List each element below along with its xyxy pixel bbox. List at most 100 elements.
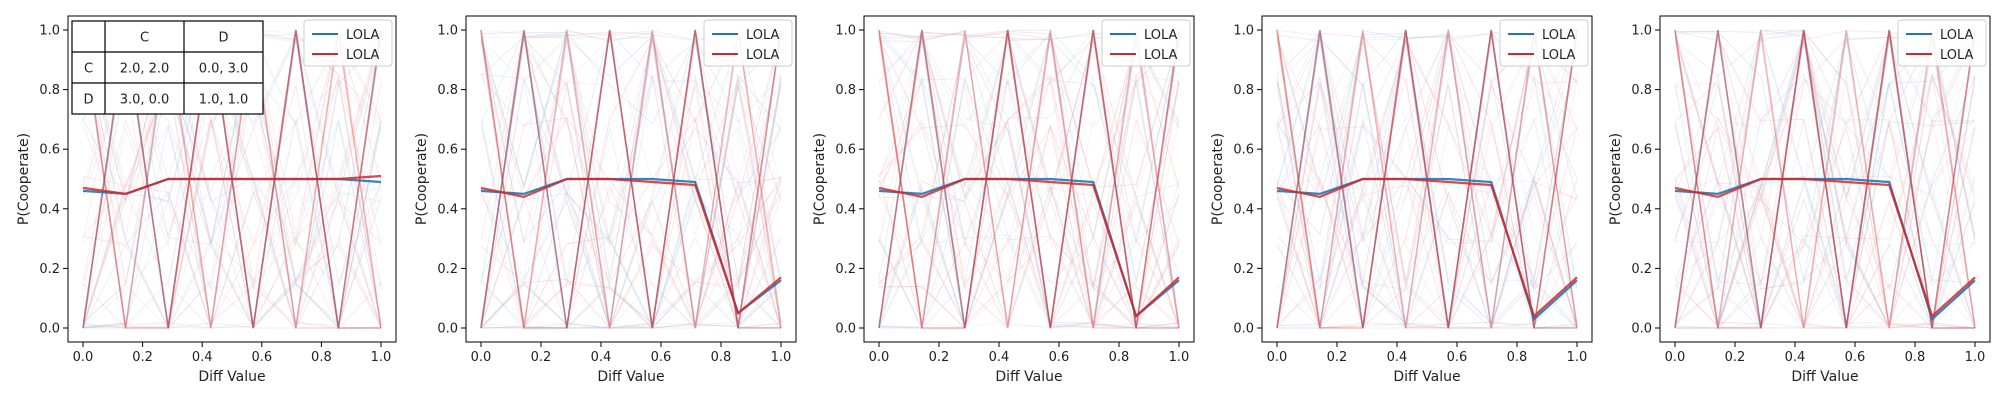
- background-trajectory: [1276, 34, 1578, 329]
- background-trajectory: [878, 32, 1180, 329]
- legend: LOLA LOLA: [303, 19, 393, 67]
- background-trajectory: [1674, 73, 1976, 330]
- background-trajectory: [878, 38, 1180, 330]
- background-trajectory: [82, 39, 382, 327]
- x-tick-label: 0.6: [251, 350, 272, 365]
- background-trajectory: [1276, 77, 1578, 329]
- background-trajectory: [1675, 34, 1976, 329]
- legend-label: LOLA: [346, 48, 380, 63]
- background-trajectory: [82, 32, 382, 329]
- x-tick-label: 0.4: [192, 350, 213, 365]
- x-axis-label: Diff Value: [995, 369, 1062, 385]
- background-trajectory: [1674, 29, 1976, 330]
- background-trajectory: [1276, 38, 1578, 329]
- x-axis-label: Diff Value: [1791, 369, 1858, 385]
- background-trajectory: [1276, 30, 1578, 329]
- background-trajectory: [1674, 74, 1976, 329]
- background-trajectory: [1276, 32, 1578, 329]
- background-trajectory: [1674, 29, 1976, 287]
- background-trajectory: [1276, 32, 1578, 329]
- background-trajectory: [480, 31, 782, 329]
- background-trajectory: [1674, 29, 1976, 329]
- background-trajectory: [878, 33, 1180, 329]
- background-trajectory: [1276, 38, 1578, 330]
- background-trajectory: [480, 31, 782, 329]
- background-trajectory: [878, 32, 1180, 329]
- y-tick-label: 0.8: [835, 83, 856, 98]
- background-trajectory: [1276, 35, 1578, 330]
- background-trajectory: [1674, 29, 1976, 329]
- background-trajectory: [1674, 39, 1976, 329]
- x-axis-label: Diff Value: [198, 369, 265, 385]
- x-tick-label: 0.8: [1109, 350, 1130, 365]
- legend-label: LOLA: [1542, 28, 1576, 43]
- background-trajectory: [480, 40, 782, 327]
- y-tick-label: 1.0: [39, 24, 60, 39]
- background-trajectory: [82, 34, 382, 329]
- background-trajectory: [878, 35, 1180, 329]
- x-tick-label: 0.0: [869, 350, 890, 365]
- background-trajectory: [1276, 33, 1578, 329]
- axes-frame: [67, 15, 397, 343]
- legend-label: LOLA: [1940, 28, 1974, 43]
- background-trajectory: [480, 34, 782, 329]
- x-tick-label: 0.0: [73, 350, 94, 365]
- background-trajectory: [82, 75, 382, 329]
- background-trajectory: [480, 30, 782, 281]
- background-trajectory: [878, 32, 1180, 329]
- background-trajectory: [1276, 35, 1578, 329]
- y-tick-label: 0.4: [835, 202, 856, 217]
- table-cell: 1.0, 1.0: [199, 93, 249, 108]
- background-trajectory: [878, 32, 1180, 329]
- legend: LOLA LOLA: [703, 19, 793, 67]
- background-trajectory: [82, 31, 382, 329]
- background-trajectory: [480, 36, 782, 330]
- legend: LOLA LOLA: [1499, 19, 1589, 67]
- background-trajectory: [878, 36, 1180, 330]
- background-trajectory: [878, 77, 1180, 329]
- y-tick-label: 0.4: [1631, 202, 1652, 217]
- y-tick-label: 0.4: [437, 202, 458, 217]
- payoff-table: C D C 2.0, 2.0 0.0, 3.0 D 3.0, 0.0 1.0, 1.0: [71, 20, 264, 115]
- axes-frame: [1261, 15, 1593, 343]
- background-trajectory: [1674, 38, 1976, 329]
- y-axis-label: P(Cooperate): [16, 133, 32, 225]
- background-trajectory: [1674, 31, 1976, 329]
- background-trajectory: [1674, 30, 1976, 329]
- background-trajectory: [1674, 30, 1976, 324]
- background-trajectory: [82, 33, 382, 329]
- x-tick-label: 0.4: [1785, 350, 1806, 365]
- background-trajectory: [1674, 32, 1976, 329]
- background-trajectory: [82, 31, 382, 330]
- background-trajectory: [481, 180, 782, 330]
- background-trajectory: [1276, 38, 1578, 329]
- background-trajectory: [1675, 40, 1976, 329]
- x-tick-label: 0.4: [989, 350, 1010, 365]
- background-trajectory: [82, 33, 382, 329]
- background-trajectory: [1675, 191, 1975, 329]
- background-trajectory: [878, 36, 1180, 329]
- background-trajectory: [1674, 35, 1975, 329]
- background-trajectory: [1674, 29, 1976, 329]
- background-trajectory: [1675, 125, 1976, 329]
- background-trajectory: [878, 32, 1180, 329]
- x-tick-label: 1.0: [1965, 350, 1986, 365]
- background-trajectory: [878, 78, 1180, 329]
- background-trajectory: [878, 34, 1180, 329]
- background-trajectory: [82, 35, 382, 329]
- background-trajectory: [1674, 30, 1976, 329]
- background-trajectory: [1674, 33, 1976, 330]
- background-trajectory: [878, 38, 1180, 330]
- x-tick-label: 0.8: [311, 350, 332, 365]
- background-trajectory: [82, 29, 382, 330]
- background-trajectory: [878, 31, 1180, 326]
- y-tick-label: 0.6: [1233, 143, 1254, 158]
- x-tick-label: 0.2: [929, 350, 950, 365]
- background-trajectory: [1276, 32, 1578, 329]
- axes-frame: [465, 15, 797, 343]
- chart-panel-5: 0.0 0.2 0.4 0.6 0.8 1.0 0.0 0.2 0.4 0.6 0.8 1.0 Diff…: [1608, 15, 1991, 385]
- background-trajectory: [480, 34, 782, 329]
- background-trajectory: [1674, 38, 1976, 330]
- legend: LOLA LOLA: [1897, 19, 1987, 67]
- background-trajectory: [878, 35, 1180, 330]
